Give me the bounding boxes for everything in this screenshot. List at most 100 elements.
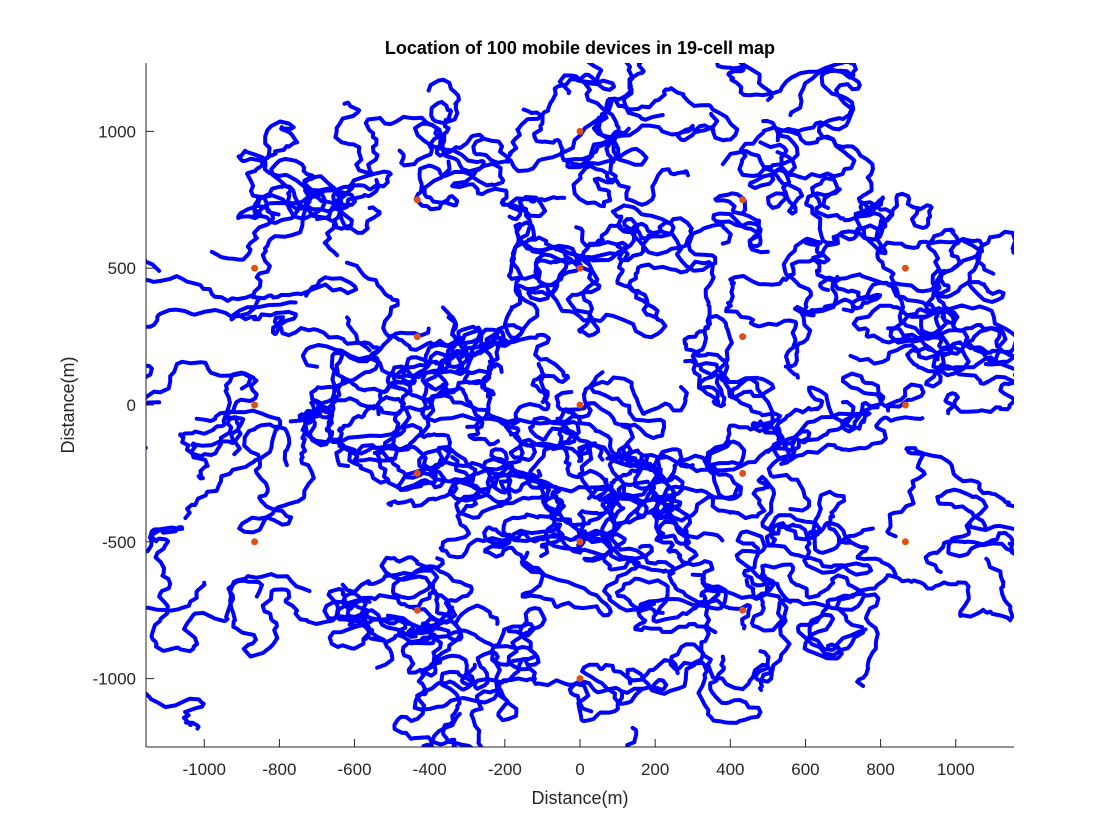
device-trajectory xyxy=(807,556,1014,652)
device-trajectory xyxy=(841,280,1014,371)
base-station-point xyxy=(739,469,747,477)
y-tick-label: -1000 xyxy=(93,670,136,689)
device-trajectory xyxy=(848,268,954,366)
device-trajectory xyxy=(333,100,443,176)
y-tick-label: 0 xyxy=(127,396,136,415)
device-trajectory xyxy=(905,345,1014,416)
device-trajectory xyxy=(501,493,656,613)
x-tick-label: -1000 xyxy=(183,760,226,779)
device-trajectory xyxy=(413,77,506,212)
base-station-point xyxy=(901,401,909,409)
y-tick-label: 1000 xyxy=(98,122,136,141)
x-tick-label: -800 xyxy=(262,760,296,779)
device-trajectory xyxy=(621,63,665,122)
device-trajectory xyxy=(796,591,881,688)
device-trajectory xyxy=(146,363,162,405)
device-trajectory xyxy=(565,111,720,170)
device-trajectory xyxy=(885,446,1014,546)
device-trajectory xyxy=(340,568,464,642)
device-trajectory xyxy=(810,489,898,577)
device-trajectory xyxy=(439,606,547,747)
base-station-point xyxy=(413,606,421,614)
device-trajectory xyxy=(334,590,452,670)
device-trajectory xyxy=(886,303,1014,355)
base-station-point xyxy=(739,606,747,614)
x-tick-label: 400 xyxy=(716,760,744,779)
base-station-point xyxy=(901,538,909,546)
device-trajectory xyxy=(580,203,733,273)
device-trajectory xyxy=(683,358,783,434)
device-trajectory xyxy=(302,169,393,231)
device-trajectory xyxy=(229,300,372,353)
y-tick-label: -500 xyxy=(102,533,136,552)
device-trajectory xyxy=(146,256,261,329)
base-station-point xyxy=(413,196,421,204)
device-trajectory xyxy=(771,399,925,463)
base-station-point xyxy=(576,401,584,409)
device-trajectory xyxy=(766,385,872,513)
x-tick-label: 0 xyxy=(575,760,584,779)
device-trajectory xyxy=(720,118,805,216)
device-trajectory xyxy=(724,236,831,380)
device-trajectory xyxy=(682,313,734,407)
device-trajectory xyxy=(484,323,571,404)
base-station-point xyxy=(576,538,584,546)
device-trajectory xyxy=(840,371,926,434)
device-trajectory xyxy=(764,513,874,577)
device-trajectory xyxy=(775,128,875,223)
base-stations xyxy=(251,127,909,683)
x-ticks: -1000 -800 -600 -400 -200 0 200 400 600 800 1000 xyxy=(183,739,975,779)
device-trajectory xyxy=(711,191,770,255)
chart-title: Location of 100 mobile devices in 19-cel… xyxy=(385,38,775,58)
base-station-point xyxy=(576,127,584,135)
device-trajectory xyxy=(923,530,1014,574)
device-trajectory xyxy=(853,195,996,294)
device-trajectory xyxy=(924,325,1014,389)
device-trajectory xyxy=(804,187,934,246)
device-trajectory xyxy=(146,580,207,731)
base-station-point xyxy=(901,264,909,272)
device-trajectory xyxy=(347,555,474,639)
device-trajectory xyxy=(596,86,740,163)
device-trajectory xyxy=(386,444,525,509)
device-trajectory xyxy=(482,469,613,618)
device-trajectory xyxy=(580,658,680,706)
device-trajectory xyxy=(506,220,668,340)
device-trajectory xyxy=(183,408,283,521)
x-tick-label: -600 xyxy=(338,760,372,779)
device-trajectory xyxy=(614,576,752,631)
base-station-point xyxy=(251,401,259,409)
device-trajectory xyxy=(935,487,1014,559)
y-axis-label: Distance(m) xyxy=(58,356,78,453)
device-trajectory xyxy=(526,235,602,338)
device-trajectory xyxy=(737,68,862,181)
device-trajectory xyxy=(503,375,689,462)
base-station-point xyxy=(576,675,584,683)
device-trajectory xyxy=(237,399,351,535)
x-tick-label: 600 xyxy=(791,760,819,779)
x-tick-label: 1000 xyxy=(937,760,975,779)
plot-area xyxy=(146,63,1014,747)
device-trajectory xyxy=(609,474,810,607)
device-trajectory xyxy=(226,572,372,659)
y-tick-label: 500 xyxy=(108,259,136,278)
device-trajectory xyxy=(605,419,812,523)
device-trajectory xyxy=(734,529,867,633)
device-trajectory xyxy=(413,121,523,222)
device-trajectory xyxy=(699,588,792,692)
device-trajectory xyxy=(146,525,264,654)
device-trajectory xyxy=(419,362,551,447)
y-ticks: -1000 -500 0 500 1000 xyxy=(93,122,154,689)
device-trajectory xyxy=(633,519,728,635)
x-tick-label: -200 xyxy=(488,760,522,779)
device-trajectory xyxy=(375,335,508,429)
base-station-point xyxy=(413,333,421,341)
axes: -1000 -800 -600 -400 -200 0 200 400 600 800 1000 -… xyxy=(93,63,1014,779)
device-trajectory xyxy=(502,195,583,340)
base-station-point xyxy=(576,264,584,272)
device-trajectory xyxy=(469,676,625,747)
device-trajectory xyxy=(236,183,382,258)
device-trajectory xyxy=(677,421,785,501)
device-trajectories xyxy=(146,63,1014,747)
